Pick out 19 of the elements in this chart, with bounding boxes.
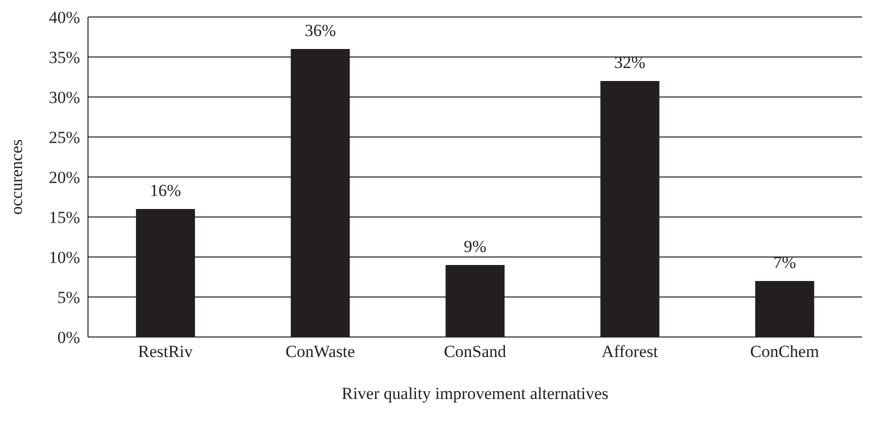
y-tick-label: 30% — [48, 88, 80, 108]
y-tick-label: 0% — [57, 328, 80, 348]
y-tick-label: 15% — [48, 208, 80, 228]
x-tick-label: ConWaste — [285, 342, 355, 362]
x-tick-label: RestRiv — [138, 342, 194, 362]
data-label: 36% — [304, 21, 336, 40]
x-tick-label: ConSand — [444, 342, 507, 362]
y-tick-label: 20% — [48, 168, 80, 188]
x-tick-label: Afforest — [602, 342, 658, 362]
x-tick-label: ConChem — [750, 342, 820, 362]
y-tick-label: 25% — [48, 128, 80, 148]
data-label: 9% — [464, 237, 486, 256]
y-tick-label: 40% — [48, 8, 80, 28]
y-tick-label: 5% — [57, 288, 80, 308]
x-axis-title: River quality improvement alternatives — [342, 384, 608, 404]
y-tick-label: 10% — [48, 248, 80, 268]
y-axis-title: occurences — [7, 139, 26, 215]
y-tick-label: 35% — [48, 48, 80, 68]
data-label: 16% — [150, 181, 182, 200]
